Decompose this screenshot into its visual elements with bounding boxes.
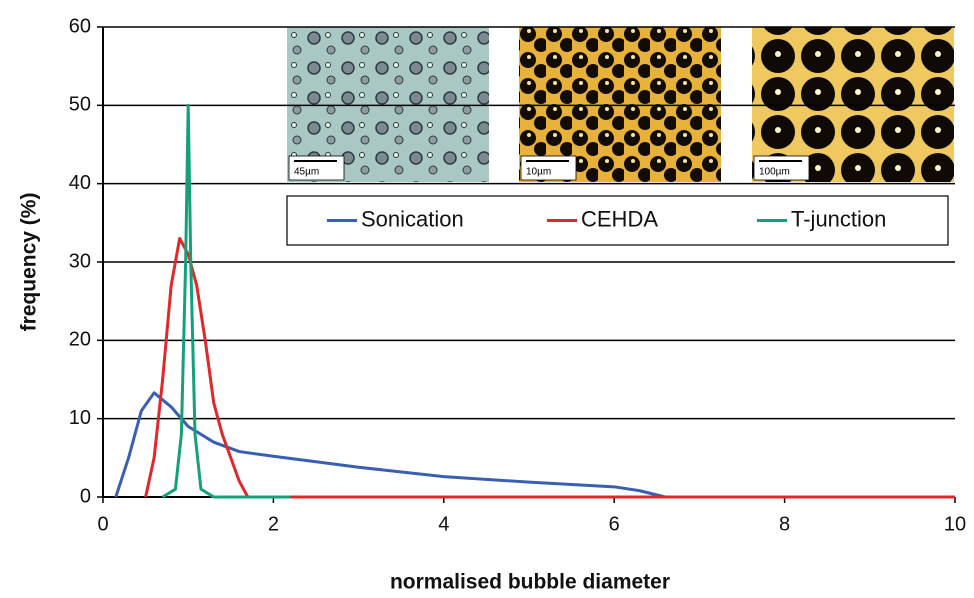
x-tick-label: 8 — [779, 513, 790, 535]
x-tick-label: 4 — [438, 513, 449, 535]
legend-label: Sonication — [361, 206, 464, 231]
y-tick-label: 20 — [69, 329, 91, 351]
y-tick-label: 10 — [69, 407, 91, 429]
x-tick-label: 2 — [268, 513, 279, 535]
y-tick-label: 40 — [69, 172, 91, 194]
series-line — [146, 239, 955, 498]
series-line — [163, 105, 291, 497]
scale-label: 45µm — [294, 167, 319, 178]
legend: Sonication CEHDA T-junction — [287, 196, 948, 245]
series-line — [116, 393, 955, 497]
x-tick-label: 10 — [944, 513, 966, 535]
x-tick-label: 6 — [609, 513, 620, 535]
y-axis-label: frequency (%) — [18, 193, 41, 332]
y-tick-label: 30 — [69, 250, 91, 272]
insets — [287, 27, 954, 182]
scale-label: 10µm — [526, 167, 551, 178]
scale-label: 100µm — [759, 167, 790, 178]
y-tick-label: 50 — [69, 94, 91, 116]
legend-label: T-junction — [791, 206, 886, 231]
chart: normalised bubble diameter frequency (%)… — [0, 0, 974, 598]
legend-label: CEHDA — [581, 206, 658, 231]
x-axis-label: normalised bubble diameter — [390, 571, 670, 594]
y-tick-label: 0 — [80, 485, 91, 507]
y-tick-label: 60 — [69, 15, 91, 37]
x-tick-label: 0 — [97, 513, 108, 535]
